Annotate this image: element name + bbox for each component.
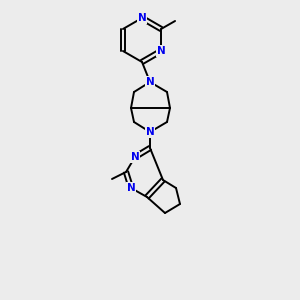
Text: N: N <box>146 127 154 137</box>
Text: N: N <box>130 152 140 162</box>
Text: N: N <box>146 127 154 137</box>
Text: N: N <box>146 77 154 87</box>
Text: N: N <box>127 183 135 193</box>
Text: N: N <box>138 13 146 23</box>
Text: N: N <box>157 46 165 56</box>
